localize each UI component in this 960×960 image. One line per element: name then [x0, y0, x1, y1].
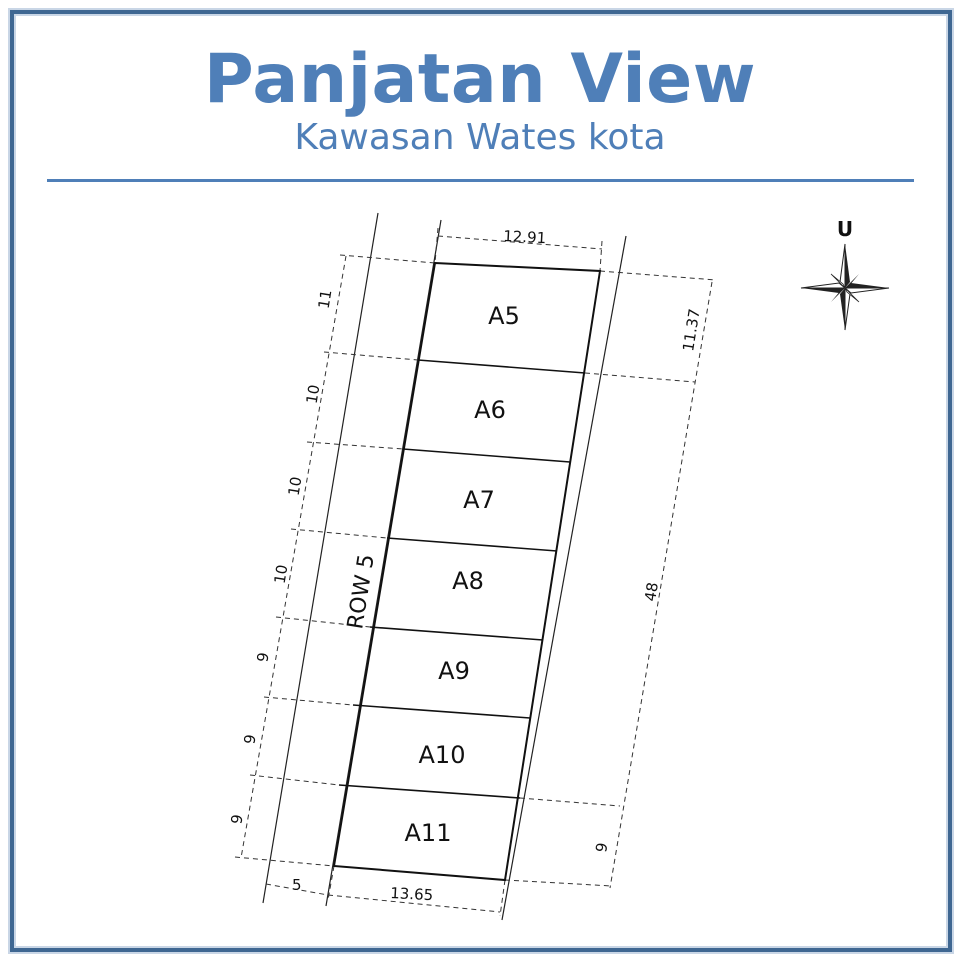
lot-label: A11	[405, 819, 452, 847]
dimension-line	[519, 797, 621, 807]
dimension-line	[327, 865, 335, 901]
dimension-line	[599, 240, 603, 272]
dimension-line	[434, 227, 439, 264]
lot-divider	[417, 359, 586, 374]
lot-label: A6	[474, 396, 506, 424]
road-lines	[262, 212, 627, 921]
dimension-line	[339, 254, 436, 264]
lot-label: A8	[452, 567, 484, 595]
right-total-dimension: 48	[641, 581, 662, 603]
dimension-line	[265, 883, 329, 896]
lot-divider	[402, 448, 571, 463]
title-divider	[47, 179, 914, 182]
dimension-line	[240, 255, 347, 859]
plan-labels: A5 11 A6 10 A7 10 A8 10 A9 9 A10 9 A11 9	[227, 288, 519, 847]
lot-depth-label: 9	[253, 651, 272, 663]
page-title: Panjatan View	[203, 40, 757, 119]
top-width-label: 12.91	[503, 227, 547, 247]
dimension-line	[323, 351, 419, 361]
right-top-dimension: 11.37	[679, 307, 703, 352]
lot-label: A9	[438, 657, 470, 685]
lot-depth-label: 9	[227, 813, 246, 825]
lot-divider	[369, 626, 544, 641]
dimension-line	[263, 696, 354, 706]
dimension-line	[234, 856, 335, 867]
lot-depth-label: 10	[285, 475, 306, 497]
lot-divider	[386, 537, 558, 552]
dimension-line	[504, 879, 613, 887]
dimension-line	[584, 372, 696, 383]
north-arrow-icon: U	[800, 217, 890, 331]
lot-label: A5	[488, 302, 520, 330]
dimension-line	[609, 281, 713, 889]
dimension-lines	[234, 227, 717, 917]
road-width-label: 5	[292, 876, 302, 894]
dimension-line	[599, 270, 717, 281]
dimension-line	[249, 774, 340, 786]
lot-depth-label: 10	[303, 383, 324, 405]
north-label: U	[837, 217, 853, 241]
lot-depth-label: 11	[315, 288, 336, 310]
dimension-line	[290, 528, 388, 539]
dimension-line	[327, 894, 501, 913]
lot-label: A7	[463, 486, 495, 514]
plot-outline	[332, 261, 602, 882]
dimension-line	[306, 441, 404, 450]
lot-depth-label: 10	[271, 563, 292, 585]
page-subtitle: Kawasan Wates kota	[294, 117, 666, 158]
bottom-width-label: 13.65	[390, 884, 434, 904]
right-bottom-dimension: 9	[592, 841, 611, 853]
dimension-line	[437, 235, 603, 250]
lot-divider	[352, 704, 531, 719]
lot-outlines	[332, 261, 602, 882]
lot-depth-label: 9	[240, 733, 259, 745]
lot-label: A10	[419, 741, 466, 769]
dimension-line	[499, 879, 506, 917]
dimension-line	[275, 616, 371, 628]
lot-divider	[338, 784, 521, 799]
